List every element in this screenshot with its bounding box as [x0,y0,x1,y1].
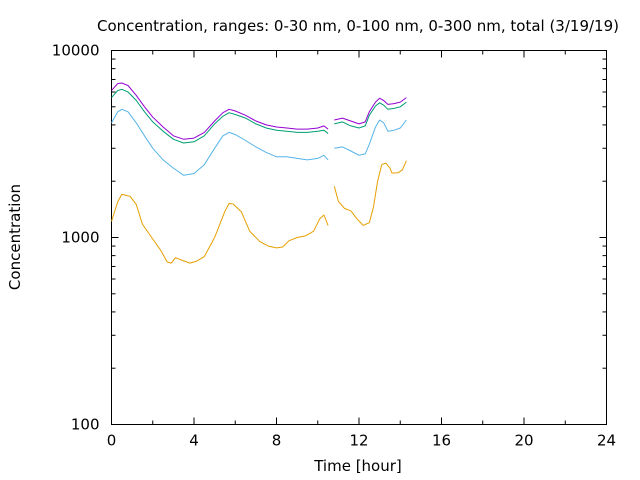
x-tick-label: 20 [514,432,533,450]
y-tick-label: 100 [71,416,100,434]
series-line-0-segment-0 [111,193,329,264]
y-axis: 100 1000 10000 [52,42,607,434]
x-tick-label: 0 [107,432,117,450]
series-line-1-segment-1 [334,119,407,156]
series-line-0-segment-1 [333,160,407,226]
series-layer [111,82,407,264]
chart-title: Concentration, ranges: 0-30 nm, 0-100 nm… [97,17,619,35]
x-tick-label: 12 [349,432,368,450]
x-tick-label: 24 [597,432,616,450]
series-line-1-segment-0 [111,108,329,176]
x-tick-label: 8 [272,432,282,450]
series-line-2-segment-0 [111,88,329,144]
y-tick-label: 1000 [61,229,99,247]
series-line-2-segment-1 [334,101,407,129]
y-axis-label: Concentration [6,184,24,290]
x-axis: 0 4 8 12 16 20 24 [107,50,616,450]
y-tick-label: 10000 [52,42,100,60]
series-line-3-segment-0 [111,82,329,140]
plot-frame [111,50,607,425]
x-axis-label: Time [hour] [313,457,402,475]
series-line-3-segment-1 [334,97,407,125]
x-tick-label: 16 [432,432,451,450]
x-tick-label: 4 [189,432,199,450]
